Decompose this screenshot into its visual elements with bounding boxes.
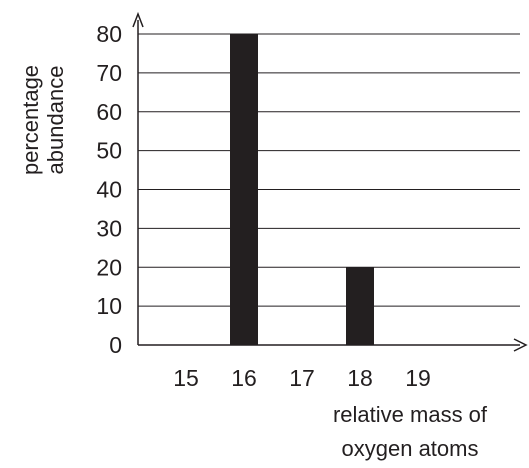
bar-16 [230,34,258,345]
x-tick-label-16: 16 [231,365,257,391]
x-tick-label-18: 18 [347,365,373,391]
y-tick-label-80: 80 [96,21,122,47]
y-tick-label-0: 0 [109,332,122,358]
bar-18 [346,267,374,345]
x-tick-label-19: 19 [405,365,431,391]
x-tick-labels: 15 16 17 18 19 [173,365,431,391]
x-tick-label-15: 15 [173,365,199,391]
y-tick-label-60: 60 [96,99,122,125]
x-axis-title-line-2: oxygen atoms [342,436,479,461]
x-tick-label-17: 17 [289,365,315,391]
y-tick-label-10: 10 [96,293,122,319]
x-axis-title-line-1: relative mass of [333,402,488,427]
axes [133,14,526,351]
gridlines [138,34,520,306]
y-axis-title-line-1: percentage [18,65,43,175]
y-tick-label-70: 70 [96,60,122,86]
y-tick-labels: 0 10 20 30 40 50 60 70 80 [96,21,122,358]
y-axis-title-line-2: abundance [43,66,68,175]
y-tick-label-20: 20 [96,254,122,280]
y-tick-label-50: 50 [96,138,122,164]
y-tick-label-40: 40 [96,177,122,203]
y-tick-label-30: 30 [96,215,122,241]
